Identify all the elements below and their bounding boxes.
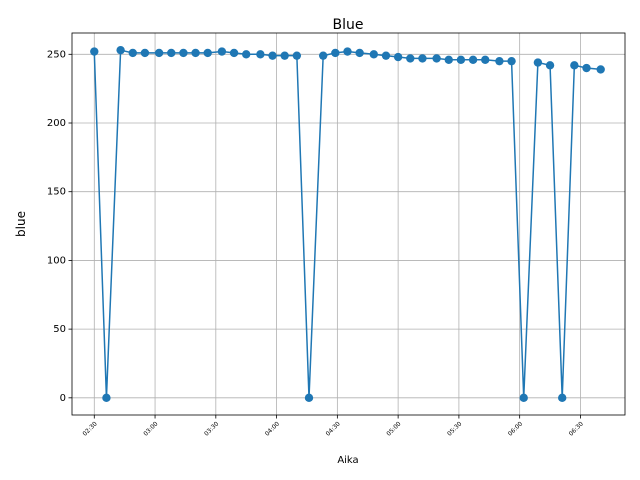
data-point xyxy=(268,51,277,60)
x-tick-label: 05:30 xyxy=(446,420,463,437)
data-point xyxy=(406,54,415,63)
x-axis-label: Aika xyxy=(337,455,358,466)
y-tick-label: 50 xyxy=(53,324,66,335)
data-point xyxy=(304,393,314,403)
y-tick-label: 150 xyxy=(47,187,66,198)
data-point xyxy=(468,55,478,64)
x-tick-label: 06:30 xyxy=(568,420,585,437)
data-point xyxy=(203,48,212,58)
data-point xyxy=(242,50,251,59)
y-tick-label: 0 xyxy=(60,393,66,404)
data-point xyxy=(444,55,453,64)
data-point xyxy=(154,48,164,58)
data-line xyxy=(93,49,601,398)
data-point xyxy=(191,48,200,58)
data-point xyxy=(90,47,99,56)
data-point xyxy=(418,54,427,63)
x-tick-label: 05:00 xyxy=(385,420,402,437)
data-point xyxy=(179,48,188,58)
data-point xyxy=(292,51,302,60)
data-point xyxy=(596,65,605,74)
data-point xyxy=(495,56,504,66)
data-point xyxy=(128,48,137,58)
x-tick-label: 03:00 xyxy=(142,420,159,437)
x-tick-label: 02:30 xyxy=(82,420,99,437)
data-point xyxy=(229,48,239,58)
data-point xyxy=(393,52,403,62)
data-point xyxy=(280,51,289,60)
data-point xyxy=(533,58,543,67)
data-point xyxy=(432,54,441,63)
data-point xyxy=(456,55,466,64)
data-point xyxy=(545,61,555,70)
data-point xyxy=(217,47,227,56)
data-point xyxy=(558,393,567,403)
data-point xyxy=(519,393,528,403)
data-point xyxy=(256,50,265,59)
data-point xyxy=(355,48,364,58)
data-point xyxy=(102,393,111,403)
data-point xyxy=(570,61,579,70)
data-point xyxy=(116,45,125,55)
data-point xyxy=(343,47,352,56)
x-tick-label: 06:00 xyxy=(507,420,524,437)
data-point xyxy=(381,51,391,60)
x-tick-label: 03:30 xyxy=(203,420,220,437)
x-tick-label: 04:30 xyxy=(325,420,342,437)
y-tick-label: 200 xyxy=(47,118,66,129)
data-point xyxy=(507,56,516,66)
x-tick-label: 04:00 xyxy=(264,420,281,437)
plot-frame xyxy=(71,32,626,416)
chart-title: Blue xyxy=(333,17,364,33)
data-point xyxy=(369,50,379,59)
data-point xyxy=(582,63,591,73)
data-point xyxy=(167,48,176,58)
data-point xyxy=(331,48,340,58)
data-point xyxy=(318,51,328,60)
y-tick-label: 250 xyxy=(47,49,66,60)
data-point xyxy=(140,48,150,58)
y-tick-label: 100 xyxy=(47,255,66,266)
y-axis-label: blue xyxy=(14,211,28,237)
data-point xyxy=(481,55,490,64)
